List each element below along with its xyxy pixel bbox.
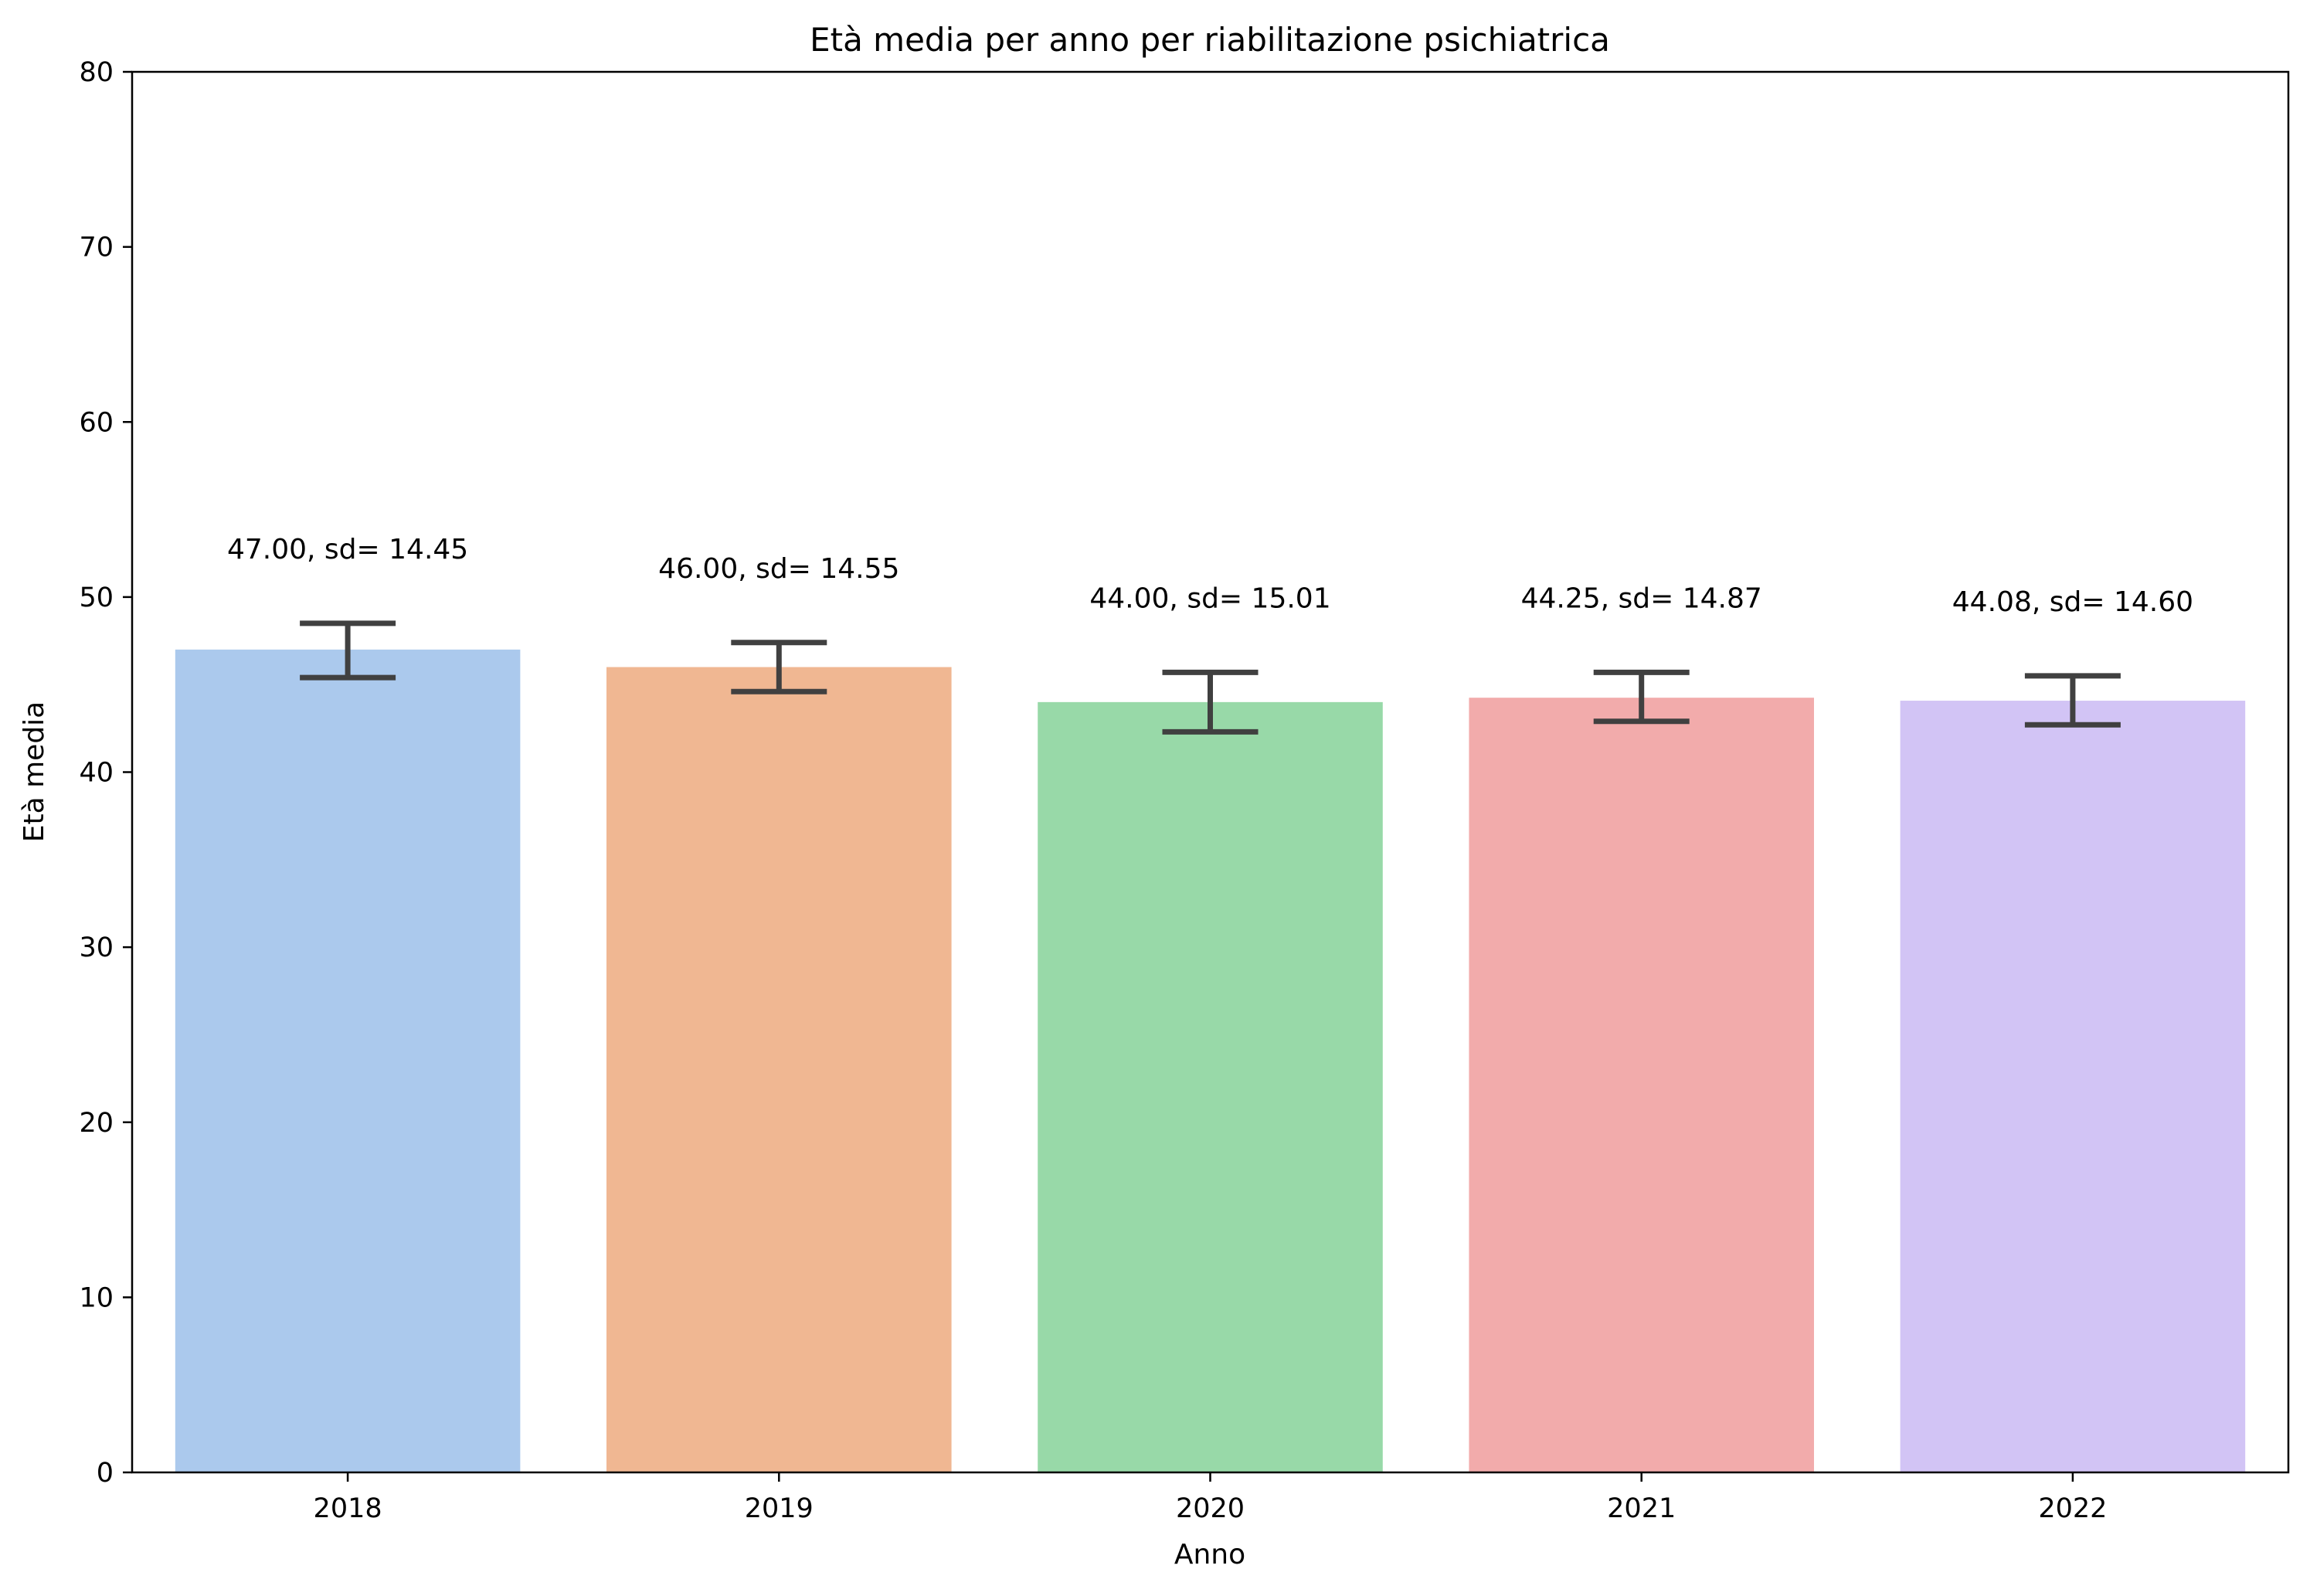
data-label-2018: 47.00, sd= 14.45	[227, 534, 468, 565]
error-bar-2018	[300, 620, 396, 681]
data-label-2021: 44.25, sd= 14.87	[1521, 582, 1762, 614]
bar-2022	[1900, 701, 2246, 1472]
error-bar-2021	[1593, 669, 1690, 725]
bar-2019	[606, 667, 952, 1472]
bar-2018	[175, 649, 521, 1472]
y-tick-label-40: 40	[79, 758, 114, 789]
y-tick-label-80: 80	[79, 57, 114, 88]
y-tick-label-10: 10	[79, 1282, 114, 1313]
x-axis: 2018 2019 2020 2021 2022	[314, 1472, 2107, 1524]
x-tick-label-2018: 2018	[314, 1493, 382, 1524]
error-bar-2019	[731, 640, 827, 694]
x-tick-label-2022: 2022	[2038, 1493, 2107, 1524]
y-tick-label-60: 60	[79, 407, 114, 438]
data-label-2020: 44.00, sd= 15.01	[1089, 582, 1330, 614]
plot-area: 47.00, sd= 14.45 46.00, sd= 14.55 44.00, s…	[175, 534, 2246, 1472]
x-tick-label-2019: 2019	[745, 1493, 814, 1524]
x-axis-label: Anno	[1174, 1539, 1245, 1571]
error-bar-2022	[2024, 673, 2121, 728]
chart-title: Età media per anno per riabilitazione ps…	[810, 21, 1610, 59]
x-tick-label-2020: 2020	[1176, 1493, 1245, 1524]
error-bar-2020	[1162, 669, 1259, 735]
y-tick-label-70: 70	[79, 233, 114, 263]
y-tick-label-20: 20	[79, 1108, 114, 1139]
data-label-2019: 46.00, sd= 14.55	[658, 553, 899, 585]
data-label-2022: 44.08, sd= 14.60	[1952, 586, 2193, 618]
bar-2021	[1469, 698, 1814, 1472]
y-axis-label: Età media	[19, 701, 50, 843]
x-tick-label-2021: 2021	[1607, 1493, 1676, 1524]
y-tick-label-0: 0	[97, 1458, 114, 1489]
bar-2020	[1038, 701, 1383, 1472]
y-axis: 0 10 20 30 40 50 60 70 80	[79, 57, 132, 1489]
y-tick-label-30: 30	[79, 932, 114, 963]
y-tick-label-50: 50	[79, 582, 114, 613]
